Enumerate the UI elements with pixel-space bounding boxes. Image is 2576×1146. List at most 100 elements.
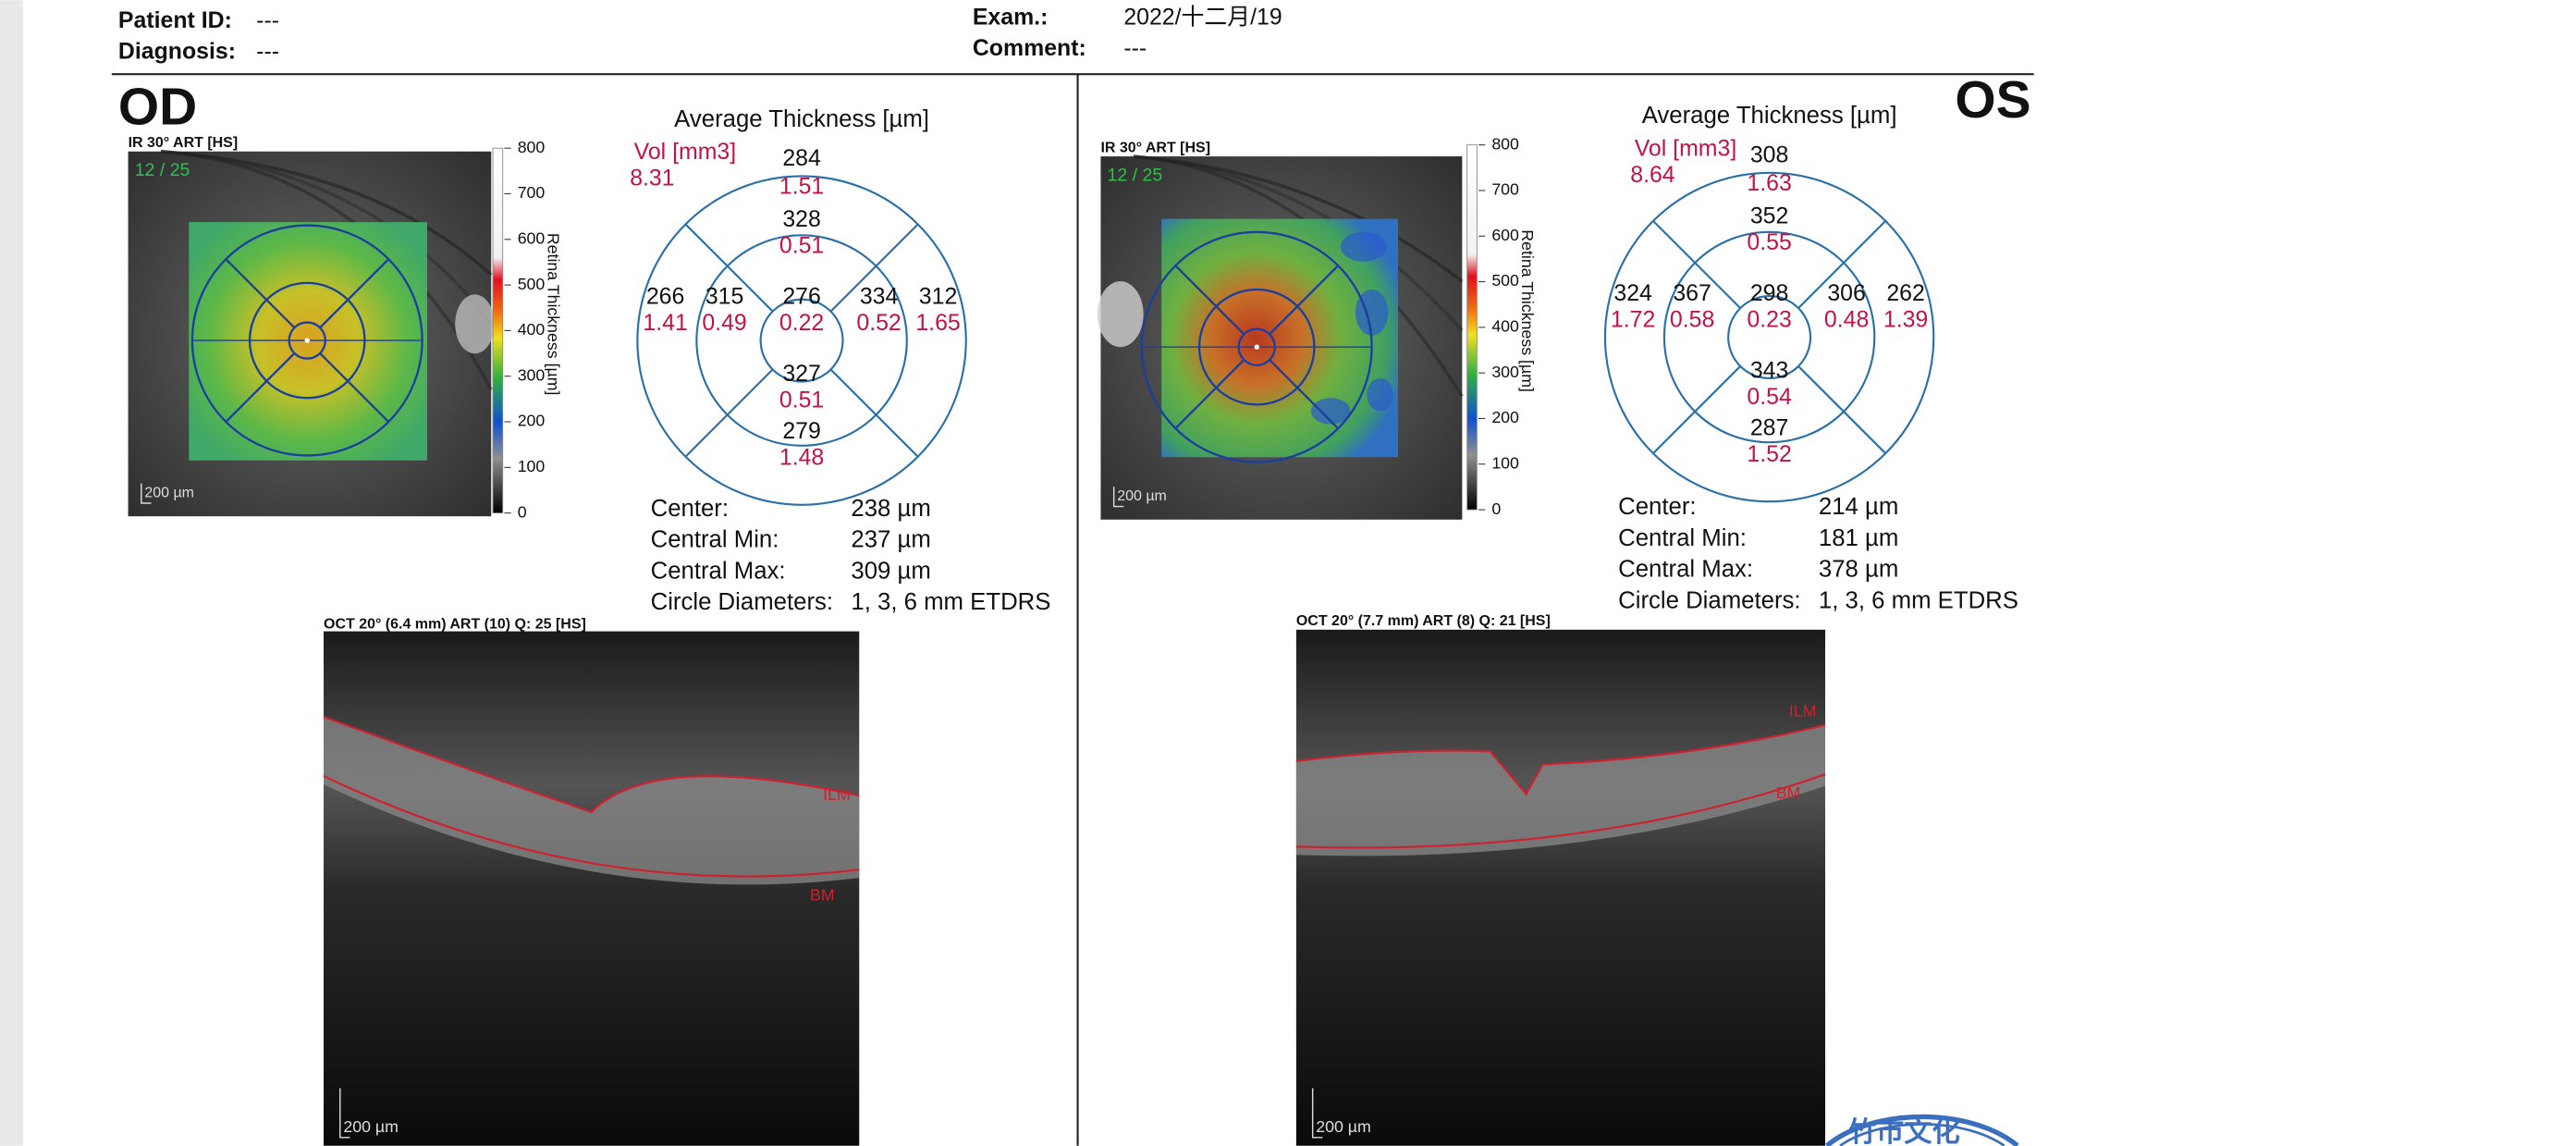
tick-label: 400 bbox=[1491, 317, 1519, 336]
quality: 12 / 25 bbox=[1108, 166, 1163, 186]
stat-value: 309 µm bbox=[851, 558, 930, 584]
etdrs-ring bbox=[759, 298, 844, 383]
sector-thickness: 298 bbox=[1750, 280, 1788, 306]
tick-label: 500 bbox=[1491, 271, 1519, 290]
sector-volume: 0.58 bbox=[1670, 306, 1714, 332]
stat-label: Circle Diameters: bbox=[1618, 587, 1800, 613]
stat-label: Central Max: bbox=[651, 558, 786, 584]
sector-volume: 1.39 bbox=[1883, 306, 1928, 332]
sector-thickness: 315 bbox=[705, 283, 743, 309]
etdrs-line bbox=[1797, 220, 1886, 309]
sector-thickness: 352 bbox=[1750, 203, 1788, 228]
tick-label: 200 bbox=[518, 412, 546, 430]
etdrs-line bbox=[1652, 365, 1741, 454]
tick-label: 300 bbox=[518, 365, 546, 384]
etdrs-ring bbox=[695, 234, 908, 447]
sector-volume: 0.48 bbox=[1824, 306, 1869, 332]
vol-total: 8.31 bbox=[630, 166, 674, 191]
etdrs-ring bbox=[1603, 171, 1935, 503]
vol-label: Vol [mm3] bbox=[634, 139, 737, 165]
sector-volume: 0.22 bbox=[779, 310, 824, 336]
stamp bbox=[1839, 1123, 2006, 1146]
stat-label: Circle Diameters: bbox=[651, 589, 833, 615]
image-label: IR 30° ART [HS] bbox=[1100, 140, 1210, 155]
eye-label: OD bbox=[118, 78, 197, 136]
vessel bbox=[1133, 154, 1464, 283]
retina-band bbox=[1295, 724, 1826, 856]
sector-thickness: 279 bbox=[782, 418, 820, 444]
scale-bar-line bbox=[1112, 487, 1124, 508]
sector-volume: 1.63 bbox=[1747, 170, 1791, 196]
value: --- bbox=[256, 39, 279, 65]
stamp-text: 竹市文化 bbox=[1848, 1115, 1960, 1146]
vol-label: Vol [mm3] bbox=[1635, 136, 1737, 162]
colorbar-label: Retina Thickness [µm] bbox=[1518, 229, 1537, 392]
sector-thickness: 287 bbox=[1750, 415, 1788, 441]
vessel bbox=[160, 149, 493, 326]
scale-bar: 200 µm bbox=[1316, 1117, 1371, 1136]
value: 2022/十二月/19 bbox=[1123, 4, 1282, 30]
colorbar-label: Retina Thickness [µm] bbox=[544, 233, 562, 396]
ilm-line bbox=[323, 715, 860, 814]
sector-thickness: 308 bbox=[1750, 142, 1788, 168]
sector-volume: 0.52 bbox=[856, 310, 901, 336]
etdrs-ring bbox=[636, 175, 967, 506]
stat-label: Center: bbox=[651, 496, 729, 522]
tick-label: 800 bbox=[518, 138, 546, 156]
stat-value: 238 µm bbox=[851, 496, 930, 522]
tick-label: 0 bbox=[518, 502, 527, 521]
tick-label: 600 bbox=[1491, 226, 1519, 244]
fovea bbox=[1254, 344, 1259, 350]
scale-bar: 200 µm bbox=[343, 1117, 399, 1136]
stat-value: 1, 3, 6 mm ETDRS bbox=[1819, 587, 2018, 613]
tick-label: 200 bbox=[1491, 408, 1519, 426]
stat-label: Central Min: bbox=[1618, 525, 1747, 551]
sector-thickness: 367 bbox=[1673, 280, 1711, 306]
sector-thickness: 306 bbox=[1827, 280, 1865, 306]
etdrs-line bbox=[1652, 220, 1741, 309]
sector-thickness: 276 bbox=[782, 283, 820, 309]
tick-label: 100 bbox=[1491, 453, 1519, 472]
etdrs-line bbox=[684, 223, 774, 313]
sector-volume: 1.65 bbox=[915, 310, 960, 336]
bm-label: BM bbox=[810, 885, 835, 904]
sector-volume: 1.51 bbox=[779, 173, 824, 199]
tick-label: 500 bbox=[518, 275, 546, 293]
sector-thickness: 334 bbox=[860, 283, 899, 309]
sector-thickness: 328 bbox=[782, 206, 820, 232]
oct-label: OCT 20° (7.7 mm) ART (8) Q: 21 [HS] bbox=[1296, 613, 1551, 629]
eye-label: OS bbox=[1955, 71, 2030, 129]
stat-value: 378 µm bbox=[1819, 557, 1898, 583]
bm-line bbox=[323, 774, 860, 878]
tick-label: 700 bbox=[518, 183, 546, 202]
vol-total: 8.64 bbox=[1630, 162, 1675, 188]
etdrs-ring bbox=[1727, 295, 1812, 380]
etdrs-line bbox=[684, 368, 774, 458]
image-label: IR 30° ART [HS] bbox=[129, 135, 239, 151]
map-patch bbox=[1355, 290, 1389, 336]
scan-edge bbox=[0, 0, 23, 1146]
map-patch bbox=[1340, 231, 1387, 262]
grid-line bbox=[1269, 265, 1340, 336]
bm-line bbox=[1295, 773, 1826, 849]
tick-label: 800 bbox=[1491, 134, 1519, 153]
map-patch bbox=[1367, 377, 1393, 412]
sector-volume: 1.72 bbox=[1611, 306, 1655, 332]
tick-label: 700 bbox=[1491, 180, 1519, 199]
value: --- bbox=[1123, 35, 1147, 61]
sector-volume: 0.23 bbox=[1747, 306, 1791, 332]
sector-volume: 1.41 bbox=[643, 310, 687, 336]
optic-disc bbox=[1097, 281, 1144, 348]
stat-value: 1, 3, 6 mm ETDRS bbox=[851, 589, 1050, 615]
tick-label: 600 bbox=[518, 229, 546, 248]
tick-label: 0 bbox=[1491, 499, 1501, 518]
sector-volume: 1.48 bbox=[779, 445, 824, 471]
tick-label: 100 bbox=[518, 457, 546, 475]
etdrs-line bbox=[829, 368, 919, 458]
sector-volume: 0.54 bbox=[1747, 384, 1792, 410]
label: Comment: bbox=[973, 35, 1086, 61]
grid-line bbox=[225, 258, 296, 329]
oct-image bbox=[324, 631, 860, 1146]
etdrs-line bbox=[1797, 365, 1886, 454]
sector-volume: 0.51 bbox=[779, 232, 824, 258]
